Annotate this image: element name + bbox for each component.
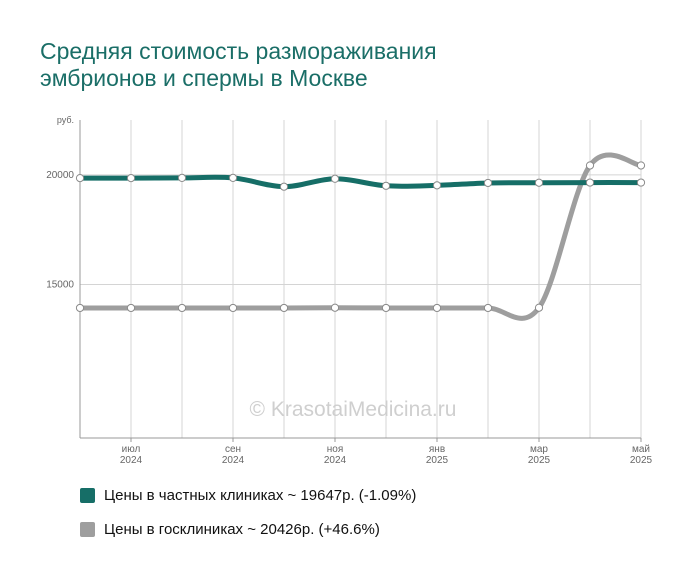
data-point-public	[228, 303, 238, 313]
chart-title: Средняя стоимость размораживания эмбрион…	[40, 38, 660, 92]
chart-grid	[79, 120, 642, 438]
data-point-private	[75, 174, 85, 183]
data-point-private	[381, 181, 391, 190]
series-line-private	[77, 174, 644, 190]
data-point-private	[483, 178, 493, 188]
data-point-public	[279, 303, 289, 313]
legend-item-public[interactable]: Цены в госклиниках ~ 20426р. (+46.6%)	[80, 519, 416, 539]
x-tick-year-label: 2025	[528, 455, 551, 466]
data-point-private	[126, 174, 136, 183]
legend-swatch-public	[80, 521, 95, 537]
legend-label-private: Цены в частных клиниках ~ 19647р. (-1.09…	[104, 486, 417, 504]
line-chart: © KrasotaiMedicina.ru 1500020000руб.июл2…	[46, 115, 652, 466]
x-tick-month-label: ноя	[327, 444, 344, 455]
x-tick-month-label: янв	[429, 444, 445, 455]
data-point-private	[279, 182, 289, 191]
data-point-public	[483, 303, 493, 313]
x-tick-year-label: 2024	[120, 455, 143, 466]
data-point-private	[534, 178, 544, 187]
data-point-private	[432, 181, 442, 190]
data-point-public	[330, 303, 340, 312]
y-tick-label: 20000	[46, 170, 74, 181]
y-tick-label: 15000	[46, 279, 74, 290]
legend-swatch-private	[80, 487, 95, 503]
watermark: © KrasotaiMedicina.ru	[250, 398, 457, 421]
data-point-public	[585, 161, 595, 170]
data-point-private	[330, 174, 340, 183]
legend-label-public: Цены в госклиниках ~ 20426р. (+46.6%)	[104, 520, 380, 538]
x-tick-month-label: сен	[225, 444, 241, 455]
data-point-public	[636, 161, 646, 170]
data-point-public	[381, 303, 391, 313]
data-point-private	[177, 173, 187, 182]
x-tick-month-label: мар	[530, 444, 548, 455]
data-point-public	[177, 303, 187, 313]
x-tick-year-label: 2025	[426, 455, 449, 466]
x-tick-month-label: июл	[122, 444, 141, 455]
chart-axes: 1500020000руб.июл2024сен2024ноя2024янв20…	[46, 115, 652, 466]
chart-title-line-1: Средняя стоимость размораживания	[40, 38, 437, 64]
data-point-private	[585, 178, 595, 187]
y-axis-unit-label: руб.	[57, 115, 74, 125]
data-point-public	[534, 303, 544, 312]
data-point-public	[432, 303, 442, 313]
x-tick-year-label: 2024	[324, 455, 347, 466]
data-point-private	[636, 178, 646, 187]
x-tick-month-label: май	[632, 444, 650, 455]
chart-legend: Цены в частных клиниках ~ 19647р. (-1.09…	[80, 485, 416, 553]
x-tick-year-label: 2024	[222, 455, 245, 466]
chart-title-line-2: эмбрионов и спермы в Москве	[40, 65, 368, 91]
data-point-private	[228, 173, 238, 182]
x-tick-year-label: 2025	[630, 455, 653, 466]
data-point-public	[75, 303, 85, 313]
chart-series	[75, 152, 646, 321]
legend-item-private[interactable]: Цены в частных клиниках ~ 19647р. (-1.09…	[80, 485, 416, 505]
data-point-public	[126, 303, 136, 313]
